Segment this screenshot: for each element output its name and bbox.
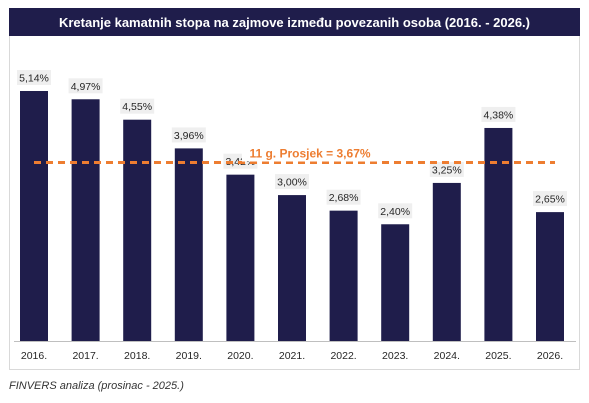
data-label-bg <box>533 191 567 207</box>
data-label-bg <box>481 106 516 122</box>
chart-frame <box>9 36 580 370</box>
data-label: 3,96% <box>174 130 204 142</box>
data-label-bg <box>429 161 464 177</box>
x-tick-label: 2025. <box>485 350 511 362</box>
data-label: 4,38% <box>484 109 514 121</box>
bar-2023 <box>381 224 410 341</box>
bar-2025 <box>484 127 513 341</box>
data-label-bg <box>378 203 413 219</box>
data-label: 2,65% <box>535 194 565 206</box>
x-tick-label: 2021. <box>279 350 305 362</box>
bar-2021 <box>278 195 306 341</box>
data-label-bg <box>17 70 51 85</box>
data-label: 2,40% <box>380 206 410 218</box>
bar-2022 <box>329 210 358 341</box>
source-note: FINVERS analiza (prosinac - 2025.) <box>9 380 184 392</box>
bar-2020 <box>226 174 255 341</box>
bar-2016 <box>20 91 48 341</box>
data-label-bg <box>326 189 361 205</box>
x-tick-label: 2024. <box>434 350 460 362</box>
average-label-bg <box>242 145 378 162</box>
bar-2024 <box>432 182 461 341</box>
data-label: 4,97% <box>71 81 101 93</box>
data-label-bg <box>68 78 103 94</box>
x-tick-label: 2017. <box>72 350 98 362</box>
bar-2018 <box>123 119 152 341</box>
x-tick-label: 2019. <box>176 350 202 362</box>
x-tick-label: 2018. <box>124 350 150 362</box>
x-tick-label: 2016. <box>21 350 47 362</box>
x-tick-label: 2026. <box>537 350 563 362</box>
data-label-bg <box>120 98 155 114</box>
chart-title: Kretanje kamatnih stopa na zajmove izmeđ… <box>9 8 580 36</box>
bar-2019 <box>174 148 203 341</box>
average-label: 11 g. Prosjek = 3,67% <box>249 146 370 160</box>
data-label: 4,55% <box>122 101 152 113</box>
data-label-bg <box>171 127 206 143</box>
data-label: 2,68% <box>329 192 359 204</box>
x-tick-label: 2022. <box>330 350 356 362</box>
data-label: 5,14% <box>19 73 49 85</box>
bar-2026 <box>536 212 564 341</box>
data-label: 3,00% <box>277 177 307 189</box>
data-label: 3,25% <box>432 164 462 176</box>
x-tick-label: 2020. <box>227 350 253 362</box>
x-tick-label: 2023. <box>382 350 408 362</box>
bar-2017 <box>71 99 100 341</box>
data-label-bg <box>275 174 309 190</box>
